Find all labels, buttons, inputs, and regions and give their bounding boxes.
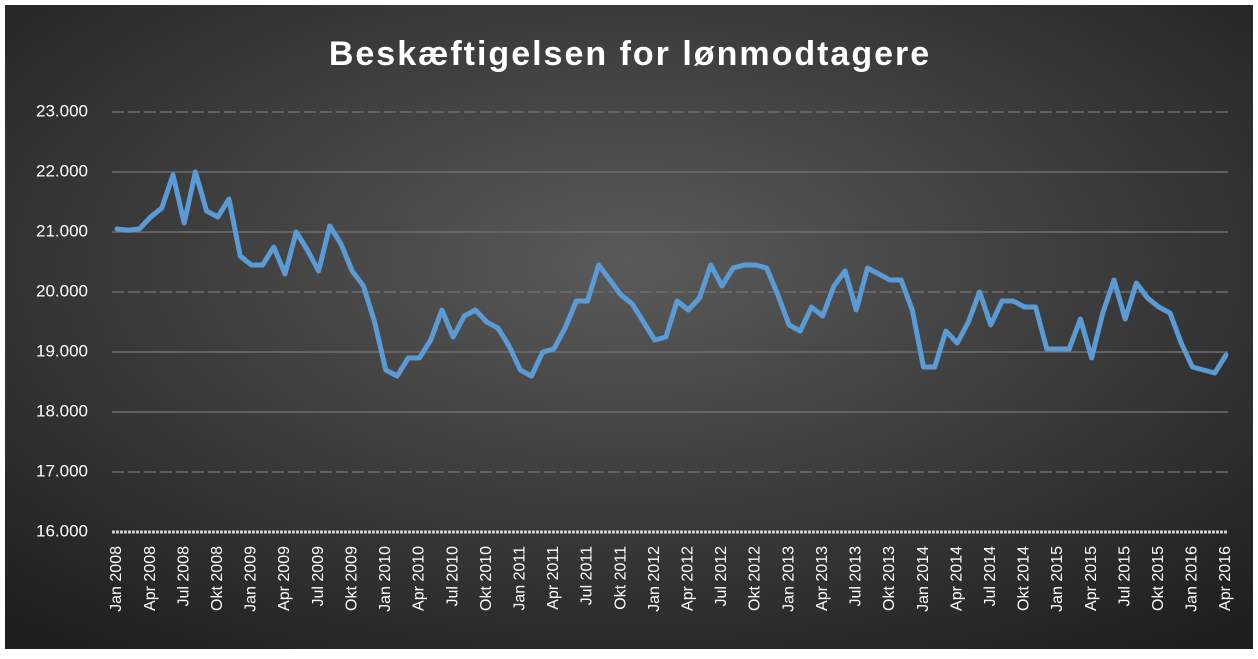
x-tick-label: Jan 2016 — [1184, 546, 1201, 612]
y-tick-label: 18.000 — [36, 401, 88, 420]
x-tick-label: Okt 2008 — [209, 546, 226, 611]
x-tick-label: Okt 2009 — [343, 546, 360, 611]
x-tick-label: Jul 2009 — [310, 546, 327, 607]
x-tick-label: Apr 2014 — [948, 546, 965, 611]
y-tick-label: 20.000 — [36, 281, 88, 300]
x-tick-label: Okt 2015 — [1150, 546, 1167, 611]
x-tick-label: Jul 2014 — [982, 546, 999, 607]
x-tick-label: Jan 2011 — [511, 546, 528, 611]
x-tick-label: Jan 2015 — [1049, 546, 1066, 612]
x-tick-label: Apr 2013 — [814, 546, 831, 611]
x-tick-label: Jul 2010 — [444, 546, 461, 607]
y-tick-label: 16.000 — [36, 521, 88, 540]
x-tick-label: Okt 2011 — [612, 546, 629, 610]
x-tick-label: Jan 2008 — [108, 546, 125, 612]
x-tick-label: Jan 2012 — [646, 546, 663, 612]
x-tick-label: Apr 2010 — [411, 546, 428, 611]
y-tick-label: 21.000 — [36, 221, 88, 240]
x-tick-label: Apr 2011 — [545, 546, 562, 610]
x-tick-label: Apr 2012 — [680, 546, 697, 611]
chart-title: Beskæftigelsen for lønmodtagere — [329, 35, 931, 73]
y-tick-label: 22.000 — [36, 161, 88, 180]
x-tick-label: Jul 2011 — [579, 546, 596, 605]
data-line — [114, 169, 1229, 379]
x-tick-label: Jul 2013 — [848, 546, 865, 607]
x-tick-label: Okt 2012 — [747, 546, 764, 611]
x-tick-label: Jan 2010 — [377, 546, 394, 612]
x-tick-label: Apr 2015 — [1083, 546, 1100, 611]
x-tick-label: Apr 2008 — [142, 546, 159, 611]
y-tick-label: 17.000 — [36, 461, 88, 480]
x-tick-label: Jul 2012 — [713, 546, 730, 607]
y-tick-label: 19.000 — [36, 341, 88, 360]
x-tick-label: Jan 2009 — [243, 546, 260, 612]
x-tick-label: Jan 2014 — [915, 546, 932, 612]
x-tick-label: Apr 2016 — [1217, 546, 1234, 611]
y-tick-label: 23.000 — [36, 101, 88, 120]
x-tick-label: Okt 2013 — [881, 546, 898, 611]
x-tick-label: Jul 2008 — [175, 546, 192, 607]
x-tick-label: Apr 2009 — [276, 546, 293, 611]
x-tick-label: Okt 2010 — [478, 546, 495, 611]
x-tick-label: Okt 2014 — [1016, 546, 1033, 611]
x-tick-label: Jan 2013 — [780, 546, 797, 612]
x-tick-label: Jul 2015 — [1116, 546, 1133, 607]
